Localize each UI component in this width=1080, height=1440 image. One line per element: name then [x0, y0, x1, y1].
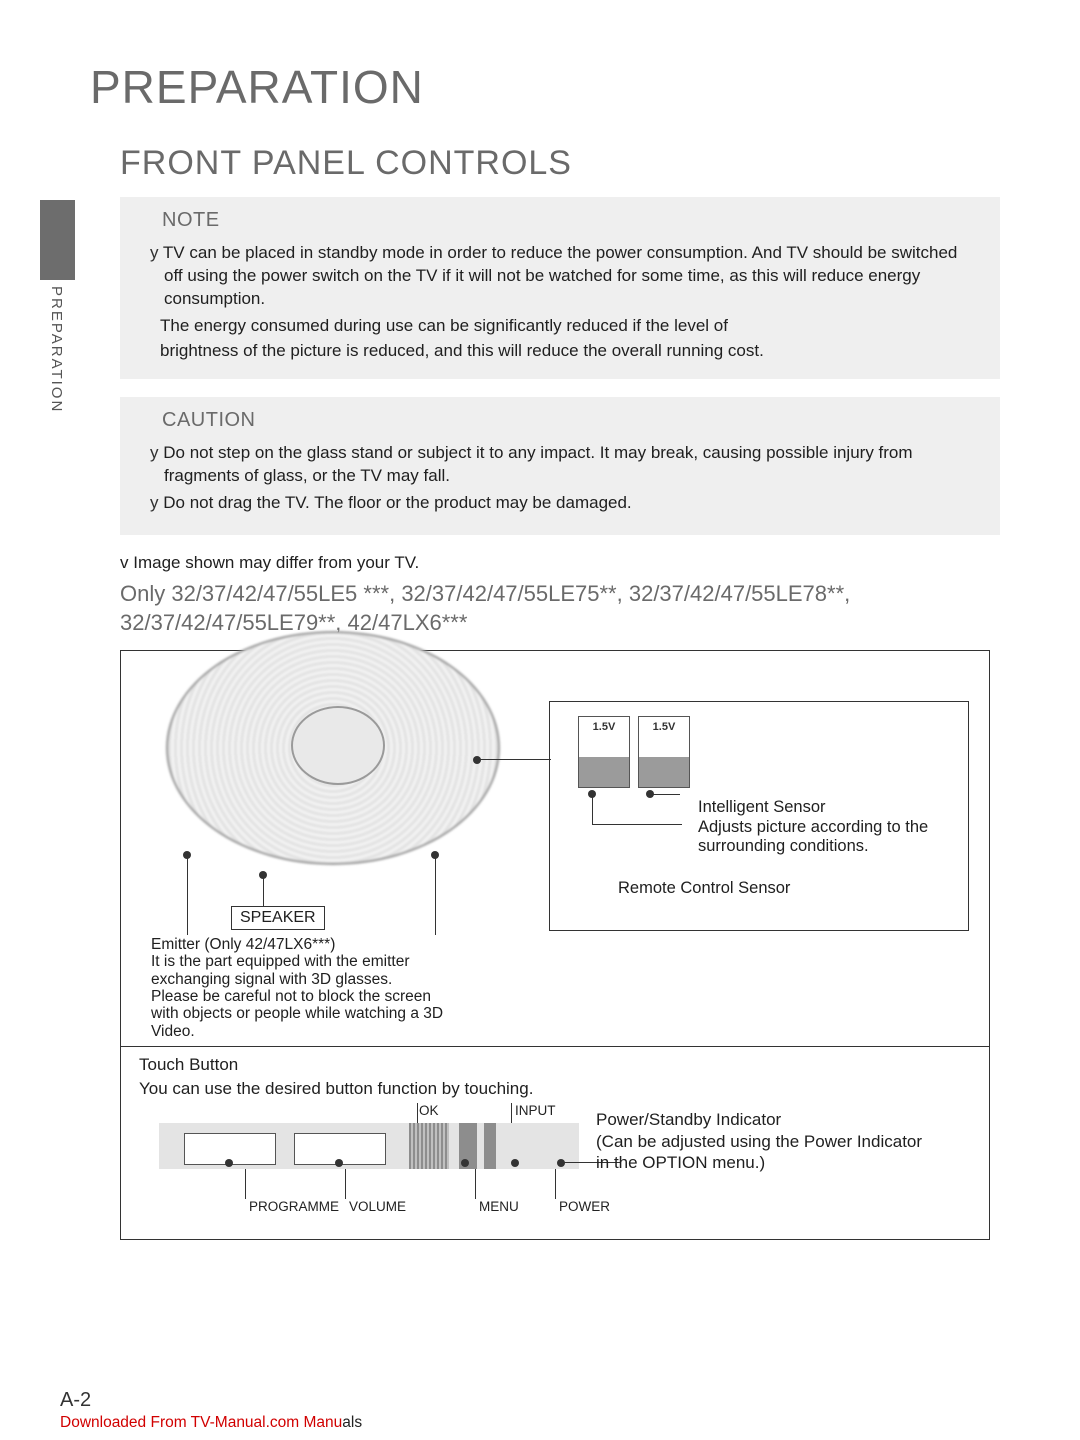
note-subline-2: brightness of the picture is reduced, an… [142, 340, 978, 363]
diagram-top: SPEAKER Emitter (Only 42/47LX6***) It is… [121, 651, 989, 1047]
note-item: TV can be placed in standby mode in orde… [146, 242, 978, 311]
diagram-bottom: Touch Button You can use the desired but… [121, 1047, 989, 1240]
lead-line [187, 855, 188, 935]
front-panel-diagram: SPEAKER Emitter (Only 42/47LX6***) It is… [120, 650, 990, 1240]
lead-line [650, 794, 680, 795]
lead-line [417, 1103, 418, 1123]
download-source-red: Downloaded From TV-Manual.com Manu [60, 1414, 342, 1431]
touch-button-strip: OK INPUT PROGRAMME VOLUME MENU POWER [159, 1109, 579, 1169]
section-heading: PREPARATION [90, 60, 1000, 114]
note-title: NOTE [162, 209, 978, 232]
label-power: POWER [559, 1199, 610, 1214]
emitter-description: Emitter (Only 42/47LX6***) It is the par… [151, 936, 461, 1040]
speaker-center [291, 706, 385, 785]
intel-sensor-desc: Adjusts picture according to the surroun… [698, 818, 928, 856]
lead-line [245, 1169, 246, 1199]
label-programme: PROGRAMME [249, 1199, 339, 1214]
battery-icon: 1.5V [638, 716, 690, 788]
touch-button-title: Touch Button [139, 1055, 971, 1075]
lead-dot [511, 1159, 519, 1167]
intel-sensor-title: Intelligent Sensor [698, 798, 826, 816]
speaker-label: SPEAKER [231, 906, 325, 930]
download-source-line: Downloaded From TV-Manual.com Manuals [60, 1414, 362, 1432]
lead-line [555, 1169, 556, 1199]
tab-label: PREPARATION [40, 280, 65, 413]
label-input: INPUT [515, 1103, 556, 1118]
image-differ-note: Image shown may differ from your TV. [120, 553, 1000, 573]
battery-fill [579, 757, 629, 786]
touch-button-desc: You can use the desired button function … [139, 1079, 971, 1099]
label-ok: OK [419, 1103, 439, 1118]
battery-label: 1.5V [579, 721, 629, 733]
strip-segment [409, 1123, 449, 1169]
lead-line [592, 794, 593, 824]
intelligent-sensor-text: Intelligent Sensor Adjusts picture accor… [698, 798, 950, 857]
lead-dot [225, 1159, 233, 1167]
lead-dot [461, 1159, 469, 1167]
battery-icon: 1.5V [578, 716, 630, 788]
lead-line [475, 1169, 476, 1199]
tab-color-block [40, 200, 75, 280]
lead-line [511, 1103, 512, 1123]
label-volume: VOLUME [349, 1199, 406, 1214]
sensor-inset: 1.5V 1.5V Intelligent Sensor Adjust [549, 701, 969, 931]
label-menu: MENU [479, 1199, 519, 1214]
page-number: A-2 [60, 1389, 91, 1412]
lead-line [345, 1169, 346, 1199]
caution-title: CAUTION [162, 409, 978, 432]
caution-item: Do not step on the glass stand or subjec… [146, 442, 978, 488]
subsection-heading: FRONT PANEL CONTROLS [120, 144, 1000, 183]
caution-callout: CAUTION Do not step on the glass stand o… [120, 397, 1000, 535]
manual-page: PREPARATION PREPARATION FRONT PANEL CONT… [0, 0, 1080, 1440]
lead-line [435, 855, 436, 935]
download-source-black: als [342, 1414, 362, 1431]
power-indicator-text: Power/Standby Indicator (Can be adjusted… [596, 1109, 936, 1174]
lead-line [263, 875, 264, 907]
note-callout: NOTE TV can be placed in standby mode in… [120, 197, 1000, 379]
strip-segment [484, 1123, 496, 1169]
lead-line [477, 759, 551, 760]
lead-dot [335, 1159, 343, 1167]
battery-row: 1.5V 1.5V [578, 716, 950, 788]
speaker-illustration [151, 621, 511, 901]
caution-item: Do not drag the TV. The floor or the pro… [146, 492, 978, 515]
note-subline-1: The energy consumed during use can be si… [142, 315, 978, 338]
battery-label: 1.5V [639, 721, 689, 733]
side-tab: PREPARATION [40, 200, 75, 400]
battery-fill [639, 757, 689, 786]
remote-sensor-text: Remote Control Sensor [618, 879, 950, 899]
lead-line [592, 824, 682, 825]
